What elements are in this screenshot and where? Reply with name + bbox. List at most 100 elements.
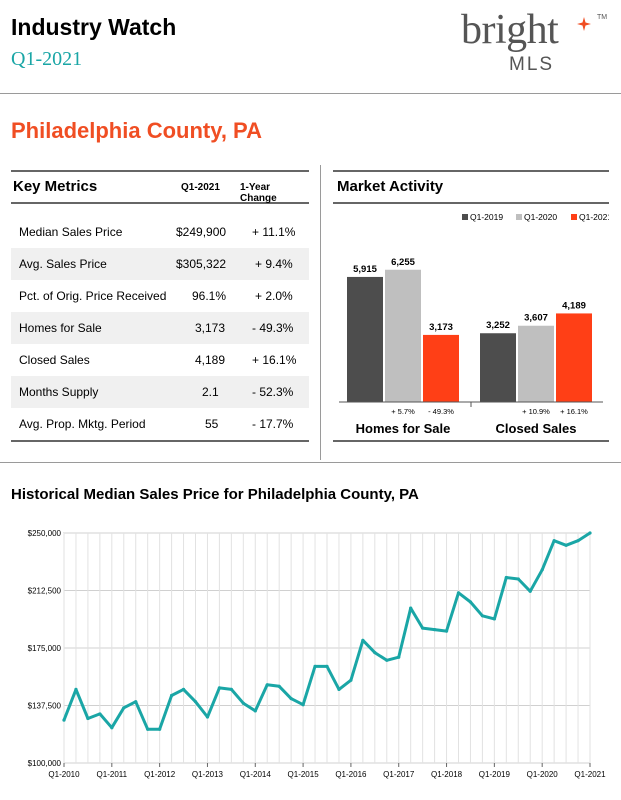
price-point	[241, 701, 245, 705]
county-title: Philadelphia County, PA	[11, 118, 262, 143]
bar-value-label: 3,252	[486, 320, 510, 331]
metric-value: 2.1	[202, 385, 219, 399]
y-tick-label: $175,000	[28, 644, 62, 653]
metric-change: - 17.7%	[252, 417, 294, 431]
metric-value: 4,189	[195, 353, 226, 367]
price-point	[169, 693, 174, 698]
x-tick-label: Q1-2013	[192, 770, 224, 779]
metric-value: $305,322	[176, 257, 227, 271]
price-point	[253, 709, 257, 713]
legend-swatch	[571, 214, 577, 220]
bar-change-label: - 49.3%	[428, 407, 454, 416]
price-point	[289, 697, 293, 701]
price-point	[480, 614, 485, 618]
bar-change-label: + 5.7%	[391, 407, 415, 416]
price-point	[205, 715, 210, 719]
price-point	[122, 706, 126, 710]
price-point	[110, 726, 114, 730]
y-tick-label: $100,000	[28, 759, 62, 768]
price-point	[229, 687, 233, 691]
y-tick-label: $250,000	[28, 529, 62, 538]
logo-wordmark: bright	[461, 7, 559, 53]
x-tick-label: Q1-2010	[48, 770, 80, 779]
category-label: Closed Sales	[496, 421, 577, 436]
key-metrics-header: Key Metrics Q1-2021 1-Year Change	[11, 170, 309, 204]
bar	[347, 276, 383, 402]
price-point	[74, 687, 78, 691]
price-point	[385, 658, 389, 662]
legend-swatch	[516, 214, 522, 220]
bar	[423, 334, 459, 402]
metric-change: + 9.4%	[255, 257, 293, 271]
price-point	[397, 655, 401, 659]
metric-change: - 52.3%	[252, 385, 294, 399]
price-point	[564, 543, 568, 547]
key-metrics-bottom-rule	[11, 440, 309, 442]
bar	[385, 269, 421, 402]
price-point	[552, 539, 556, 543]
price-point	[349, 678, 353, 682]
price-point	[540, 568, 544, 572]
logo-mls: MLS	[509, 54, 555, 75]
bar	[480, 333, 516, 402]
metric-label: Months Supply	[19, 385, 99, 399]
price-point	[181, 687, 186, 691]
price-point	[444, 629, 449, 633]
metric-value: 55	[205, 417, 219, 431]
x-tick-label: Q1-2018	[431, 770, 463, 779]
price-point	[421, 626, 425, 630]
bar-value-label: 3,173	[429, 322, 453, 333]
price-point	[588, 531, 592, 535]
metric-change: + 16.1%	[252, 353, 297, 367]
price-point	[277, 684, 281, 688]
price-point	[146, 727, 150, 731]
col-header-current: Q1-2021	[181, 182, 220, 193]
x-tick-label: Q1-2015	[288, 770, 320, 779]
metric-change: - 49.3%	[252, 321, 294, 335]
metric-row: Avg. Prop. Mktg. Period 55 - 17.7%	[11, 408, 309, 440]
legend-label: Q1-2021	[579, 212, 609, 222]
price-point	[325, 664, 329, 668]
x-tick-label: Q1-2014	[240, 770, 272, 779]
price-point	[373, 651, 377, 655]
price-point	[576, 539, 580, 543]
bar-value-label: 6,255	[391, 257, 415, 268]
report-period: Q1-2021	[11, 48, 83, 70]
header-divider	[0, 93, 621, 94]
metric-value: 96.1%	[192, 289, 227, 303]
historical-price-chart: $100,000 $137,500 $175,000 $212,500 $250,000…	[28, 529, 606, 779]
category-label: Homes for Sale	[356, 421, 451, 436]
bar	[556, 313, 592, 402]
bar-value-label: 4,189	[562, 300, 586, 311]
price-point	[456, 591, 461, 595]
metric-label: Median Sales Price	[19, 225, 123, 239]
metric-label: Avg. Prop. Mktg. Period	[19, 417, 146, 431]
market-activity-header: Market Activity	[333, 170, 609, 204]
logo-star-icon	[577, 17, 591, 31]
x-tick-label: Q1-2020	[527, 770, 559, 779]
price-point	[313, 664, 317, 668]
bar	[518, 325, 554, 402]
legend-label: Q1-2019	[470, 212, 503, 222]
logo-trademark: TM	[597, 14, 608, 21]
price-point	[361, 638, 365, 642]
bar-change-label: + 16.1%	[560, 407, 588, 416]
price-point	[337, 687, 341, 691]
metric-row: Avg. Sales Price $305,322 + 9.4%	[11, 248, 309, 280]
legend-label: Q1-2020	[524, 212, 557, 222]
metric-value: $249,900	[176, 225, 227, 239]
x-tick-label: Q1-2017	[383, 770, 415, 779]
metric-row: Months Supply 2.1 - 52.3%	[11, 376, 309, 408]
historical-chart-title: Historical Median Sales Price for Philad…	[11, 486, 419, 503]
price-point	[492, 617, 496, 621]
metric-label: Homes for Sale	[19, 321, 102, 335]
price-point	[86, 716, 90, 721]
metric-row: Closed Sales 4,189 + 16.1%	[11, 344, 309, 376]
y-tick-label: $137,500	[28, 702, 62, 711]
market-activity-bottom-rule	[333, 440, 609, 442]
price-point	[432, 628, 437, 632]
price-point	[217, 686, 222, 690]
col-header-change: 1-Year Change	[240, 182, 277, 204]
price-point	[158, 727, 162, 731]
metric-row: Median Sales Price $249,900 + 11.1%	[11, 216, 309, 248]
